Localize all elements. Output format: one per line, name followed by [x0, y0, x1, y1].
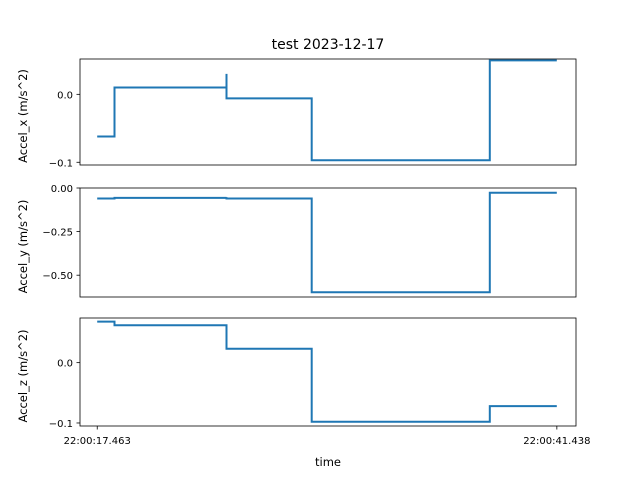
y-tick-label: −0.25 — [42, 228, 73, 239]
y-tick-label: −0.1 — [49, 158, 73, 169]
series-line-1 — [97, 59, 557, 162]
y-axis-label: Accel_x (m/s^2) — [16, 69, 30, 163]
axes-frame — [79, 317, 577, 427]
y-axis-label: Accel_z (m/s^2) — [16, 329, 30, 422]
y-tick-label: 0.0 — [57, 359, 73, 370]
series-line-1 — [97, 320, 557, 423]
x-axis-label: time — [315, 455, 341, 469]
chart-title: test 2023-12-17 — [272, 37, 385, 53]
subplots: 0.0 −0.1 Accel_x (m/s^2) 0.00 −0.25 −0.50 Acce… — [16, 58, 590, 469]
axes-frame — [79, 58, 577, 166]
subplot-2: 0.00 −0.25 −0.50 Accel_y (m/s^2) — [16, 184, 577, 298]
y-tick-label: −0.50 — [42, 271, 73, 282]
subplot-1: 0.0 −0.1 Accel_x (m/s^2) — [16, 58, 577, 169]
axes-frame — [79, 187, 577, 298]
y-tick-label: −0.1 — [49, 419, 73, 430]
series-line-1 — [97, 191, 557, 294]
y-tick-label: 0.0 — [57, 90, 73, 101]
y-tick-label: 0.00 — [51, 184, 73, 195]
x-tick-label: 22:00:17.463 — [64, 436, 131, 447]
subplot-3: 0.0 −0.1 Accel_z (m/s^2) 22:00:17.463 22:00:… — [16, 317, 590, 469]
x-tick-label: 22:00:41.438 — [523, 436, 590, 447]
y-axis-label: Accel_y (m/s^2) — [16, 200, 30, 294]
